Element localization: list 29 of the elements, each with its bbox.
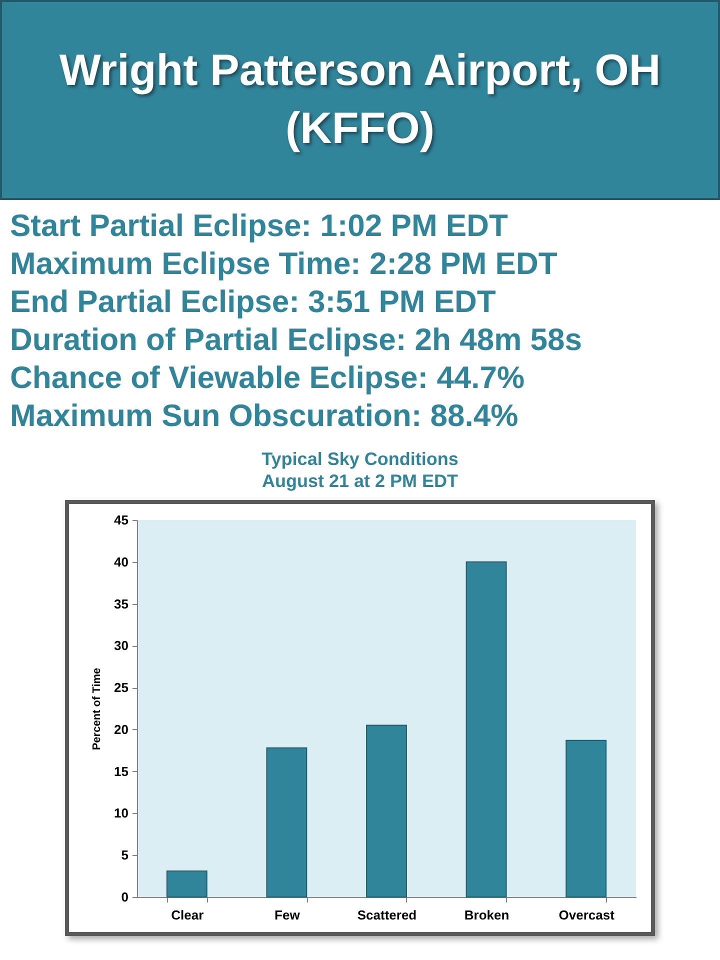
y-tick-label: 5 [121, 848, 128, 863]
y-axis-title: Percent of Time [91, 668, 104, 750]
y-tick-label: 40 [114, 554, 128, 570]
text: Maximum Sun Obscuration: 88.4% [10, 397, 520, 435]
text: End Partial Eclipse: 3:51 PM EDT [10, 283, 497, 321]
bar [266, 747, 308, 898]
y-tick-label: 25 [114, 680, 128, 696]
x-tick-label: Broken [464, 908, 510, 922]
y-tick-label: 0 [121, 890, 128, 904]
y-tick-label: 15 [114, 764, 128, 779]
y-tick-label: 30 [114, 638, 128, 654]
text: Start Partial Eclipse: 1:02 PM EDT [10, 207, 509, 245]
bar [566, 740, 607, 898]
x-tick-label: Scattered [357, 908, 417, 922]
chart-title: Wright Patterson Airport, OH (KFFO) [58, 45, 662, 155]
text: Duration of Partial Eclipse: 2h 48m 58s [10, 321, 583, 359]
bar [166, 870, 208, 898]
x-tick-label: Overcast [558, 908, 616, 922]
bar [466, 561, 507, 898]
text: Maximum Eclipse Time: 2:28 PM EDT [10, 245, 558, 283]
y-tick-label: 10 [114, 806, 128, 821]
y-tick-label: 20 [114, 722, 128, 737]
text: Chance of Viewable Eclipse: 44.7% [10, 359, 526, 397]
x-tick-label: Few [274, 908, 301, 922]
bar [366, 724, 407, 898]
chart-subtitle: Typical Sky Conditions August 21 at 2 PM EDT [260, 448, 460, 492]
y-tick-label: 35 [114, 596, 128, 612]
x-tick-label: Clear [171, 908, 204, 922]
y-tick-label: 45 [114, 512, 128, 528]
